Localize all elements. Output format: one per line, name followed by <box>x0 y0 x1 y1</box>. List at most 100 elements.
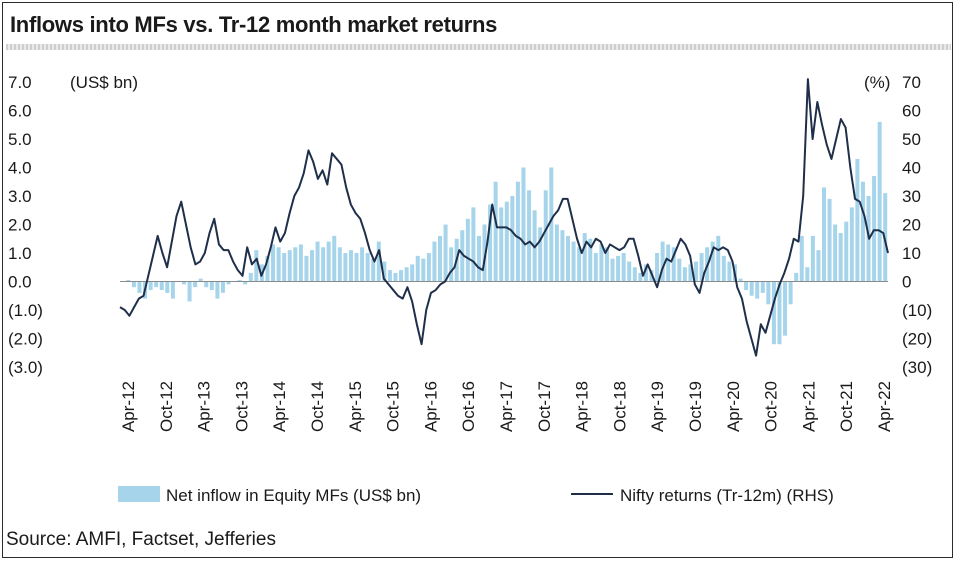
inflow-bar <box>170 281 175 299</box>
inflow-bar <box>582 233 587 282</box>
inflow-bar <box>371 258 376 282</box>
legend-swatch-bars <box>118 486 160 502</box>
inflow-bar <box>326 241 331 282</box>
x-axis-tick: Oct-14 <box>308 381 327 432</box>
inflow-bar <box>337 247 342 282</box>
inflow-bar <box>310 250 315 282</box>
legend-label-line: Nifty returns (Tr-12m) (RHS) <box>620 486 834 505</box>
inflow-bar <box>627 261 632 282</box>
inflow-bar <box>710 241 715 282</box>
inflow-bar <box>348 250 353 282</box>
inflow-bar <box>410 264 415 282</box>
inflow-bar <box>515 181 520 282</box>
right-axis-tick: 50 <box>902 130 921 149</box>
right-axis-tick: (30) <box>902 358 932 377</box>
inflow-bar <box>204 281 209 288</box>
inflow-bar <box>265 255 270 282</box>
inflow-bar <box>560 230 565 282</box>
x-axis-tick: Apr-16 <box>421 381 440 432</box>
inflow-bar <box>488 204 493 282</box>
inflow-bar <box>404 267 409 282</box>
inflow-bar <box>365 253 370 282</box>
x-axis-tick: Oct-19 <box>686 381 705 432</box>
x-axis-tick: Oct-16 <box>459 381 478 432</box>
right-axis-tick: 40 <box>902 159 921 178</box>
x-axis-tick: Oct-13 <box>232 381 251 432</box>
inflow-bar <box>248 272 253 282</box>
inflow-bar <box>777 281 782 345</box>
inflow-bar <box>721 255 726 282</box>
inflow-bar <box>844 221 849 282</box>
inflow-bar <box>460 230 465 282</box>
inflow-bar <box>738 278 743 282</box>
inflow-bar <box>588 238 593 282</box>
left-axis-tick: (2.0) <box>8 330 43 349</box>
x-axis-tick: Oct-12 <box>157 381 176 432</box>
left-axis-tick: 3.0 <box>8 187 32 206</box>
inflow-bar <box>805 267 810 282</box>
inflow-bar <box>655 253 660 282</box>
x-axis-tick: Oct-18 <box>610 381 629 432</box>
inflow-bar <box>438 235 443 282</box>
inflow-bar <box>209 281 214 291</box>
inflow-bar <box>220 281 225 293</box>
inflow-bar <box>749 281 754 296</box>
inflow-bar <box>354 253 359 282</box>
left-axis-tick: 1.0 <box>8 244 32 263</box>
inflow-bar <box>833 224 838 282</box>
inflow-bar <box>554 224 559 282</box>
left-axis-tick: 7.0 <box>8 73 32 92</box>
inflow-bar <box>549 167 554 282</box>
left-axis-tick: 4.0 <box>8 159 32 178</box>
nifty-returns-line <box>119 78 889 357</box>
x-axis-tick: Apr-19 <box>648 381 667 432</box>
left-axis-tick: 2.0 <box>8 216 32 235</box>
inflow-bar <box>688 264 693 282</box>
inflow-bar <box>399 270 404 282</box>
inflow-bar <box>521 167 526 282</box>
x-axis-tick: Oct-21 <box>837 381 856 432</box>
inflow-bar <box>276 247 281 282</box>
inflow-bar <box>304 255 309 282</box>
inflow-bar <box>577 247 582 282</box>
inflow-bar <box>510 196 515 282</box>
inflow-bar <box>744 281 749 291</box>
x-axis-tick: Apr-17 <box>497 381 516 432</box>
x-axis-tick: Apr-12 <box>119 381 138 432</box>
inflow-bar <box>849 207 854 282</box>
inflow-bar <box>682 267 687 282</box>
source-note: Source: AMFI, Factset, Jefferies <box>6 529 276 550</box>
inflow-bar <box>788 281 793 305</box>
inflow-bar <box>387 270 392 282</box>
inflow-bar <box>566 235 571 282</box>
inflow-bar <box>215 281 220 299</box>
inflow-bar <box>321 247 326 282</box>
inflow-bar <box>499 207 504 282</box>
x-axis-tick: Oct-17 <box>535 381 554 432</box>
inflow-bar <box>822 187 827 282</box>
inflow-bar <box>694 261 699 282</box>
inflow-bar <box>393 272 398 282</box>
inflow-bar <box>193 281 198 288</box>
x-axis-tick: Apr-22 <box>875 381 894 432</box>
inflow-bar <box>760 281 765 293</box>
x-axis-tick: Apr-21 <box>799 381 818 432</box>
right-axis-tick: (10) <box>902 301 932 320</box>
inflow-bar <box>376 241 381 282</box>
inflow-bar <box>126 280 131 282</box>
inflow-bar <box>282 253 287 282</box>
inflow-bar <box>465 218 470 282</box>
left-axis-tick: (1.0) <box>8 301 43 320</box>
inflow-bar <box>187 281 192 302</box>
inflow-bar <box>449 247 454 282</box>
inflow-bar <box>604 247 609 282</box>
inflow-bar <box>643 264 648 282</box>
x-axis-tick: Apr-20 <box>724 381 743 432</box>
inflow-bar <box>610 258 615 282</box>
inflow-bar <box>198 278 203 282</box>
right-axis-tick: 20 <box>902 216 921 235</box>
inflow-bar <box>783 281 788 336</box>
inflow-bar <box>571 241 576 282</box>
inflow-bar <box>426 253 431 282</box>
title-divider <box>6 44 951 50</box>
